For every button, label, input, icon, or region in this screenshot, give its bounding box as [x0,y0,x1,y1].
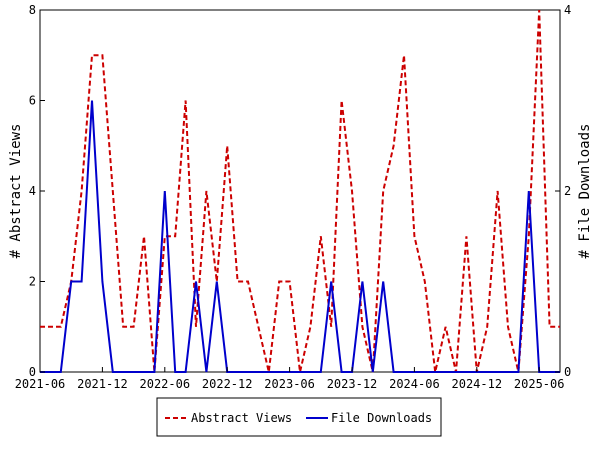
plot-frame [39,9,561,373]
legend-box [156,397,442,437]
left-y-tick-label: 2 [29,275,36,289]
right-axis-label: # File Downloads [577,124,593,259]
right-y-tick-label: 4 [564,3,571,17]
x-tick-label: 2021-12 [77,377,128,391]
left-y-tick-label: 0 [29,365,36,379]
series-line-file-downloads [40,100,560,373]
legend-label-abstract-views: Abstract Views [191,411,292,425]
right-y-tick-label: 2 [564,184,571,198]
left-axis-label: # Abstract Views [8,124,24,259]
x-tick-label: 2023-06 [264,377,315,391]
left-y-tick-label: 6 [29,94,36,108]
right-y-axis-ticks: 0 2 4 [555,3,571,379]
x-axis-ticks: 2021-06 2021-12 2022-06 2022-12 2023-06 2023-… [15,367,565,391]
x-tick-label: 2024-06 [389,377,440,391]
x-tick-label: 2022-06 [140,377,191,391]
left-y-tick-label: 8 [29,3,36,17]
x-tick-label: 2025-06 [514,377,565,391]
left-y-axis-ticks: 0 2 4 6 8 [29,3,45,379]
legend: Abstract Views File Downloads [156,397,442,437]
x-tick-label: 2021-06 [15,377,66,391]
legend-label-file-downloads: File Downloads [331,411,432,425]
x-tick-label: 2023-12 [327,377,378,391]
x-tick-label: 2022-12 [202,377,253,391]
left-y-tick-label: 4 [29,184,36,198]
series-line-abstract-views [40,9,560,373]
x-tick-label: 2024-12 [452,377,503,391]
right-y-tick-label: 0 [564,365,571,379]
series-layer [40,9,560,373]
